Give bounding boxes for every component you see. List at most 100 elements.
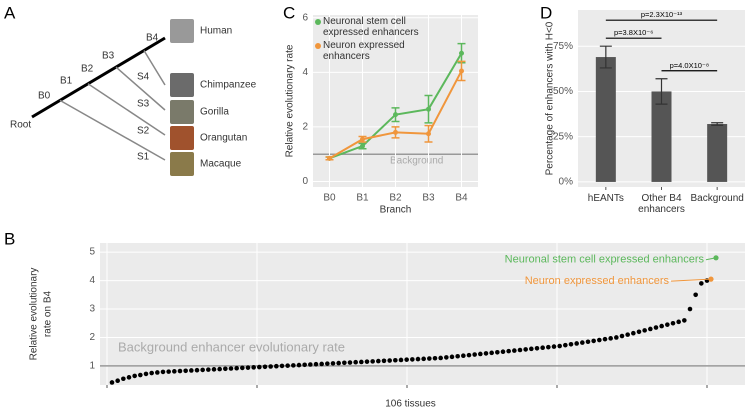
highlight-point xyxy=(708,276,714,282)
point xyxy=(495,349,500,355)
y-tick-label: 3 xyxy=(89,304,95,315)
point xyxy=(160,369,166,375)
y-tick-label: 25% xyxy=(553,131,573,142)
point xyxy=(415,356,421,362)
point xyxy=(223,366,228,372)
y-tick-label: 2 xyxy=(302,122,308,133)
point xyxy=(240,365,245,371)
reference-label: Background enhancer evolutionary rate xyxy=(118,339,345,354)
point xyxy=(376,358,381,364)
point xyxy=(206,367,211,372)
x-tick-label: Background xyxy=(690,193,744,204)
species-label: Orangutan xyxy=(200,133,247,144)
point xyxy=(359,359,364,365)
point xyxy=(648,326,653,332)
comparison-label: p=3.8X10⁻⁶ xyxy=(614,28,653,37)
species-photo xyxy=(170,73,194,97)
point xyxy=(296,362,302,368)
point xyxy=(404,357,409,362)
point xyxy=(665,322,670,327)
point xyxy=(574,341,579,346)
point xyxy=(529,346,534,352)
point xyxy=(557,343,562,349)
point xyxy=(109,380,115,385)
plot-background xyxy=(100,243,745,385)
highlight-point xyxy=(713,255,719,261)
side-branch-label: S1 xyxy=(137,152,150,163)
point xyxy=(676,319,681,325)
panel-label: B xyxy=(4,229,15,248)
bar xyxy=(595,57,616,182)
point xyxy=(132,373,137,379)
point xyxy=(308,362,313,367)
point xyxy=(466,352,472,358)
point xyxy=(257,364,262,370)
point xyxy=(410,357,415,362)
point xyxy=(563,342,568,348)
point xyxy=(659,323,664,329)
point xyxy=(426,131,431,137)
species-label: Gorilla xyxy=(200,107,229,118)
point xyxy=(183,368,188,374)
point xyxy=(631,330,636,336)
point xyxy=(523,347,528,352)
point xyxy=(279,363,285,369)
comparison-label: p=4.0X10⁻⁸ xyxy=(670,61,709,70)
y-axis-label: Relative evolutionary rate xyxy=(285,44,296,157)
x-tick-label: Other B4 enhancers xyxy=(638,193,685,215)
point xyxy=(421,356,426,362)
point xyxy=(682,318,687,323)
point xyxy=(149,370,154,376)
point xyxy=(449,354,455,360)
point xyxy=(398,357,404,363)
point xyxy=(506,348,511,354)
branch-label: B2 xyxy=(81,64,94,75)
point xyxy=(568,342,574,347)
point xyxy=(172,369,177,374)
species-label: Macaque xyxy=(200,159,242,170)
point xyxy=(291,363,296,368)
y-tick-label: 75% xyxy=(553,41,573,52)
point xyxy=(483,351,489,356)
branch-label: B3 xyxy=(102,51,115,62)
side-branch xyxy=(143,50,166,86)
panel-label: C xyxy=(283,3,295,22)
point xyxy=(189,368,194,373)
legend-label: Neuron expressed enhancers xyxy=(323,40,405,62)
highlight-connector xyxy=(670,278,712,282)
y-tick-label: 0 xyxy=(302,176,308,187)
point xyxy=(687,306,693,312)
point xyxy=(211,367,217,372)
point xyxy=(653,325,659,330)
bar xyxy=(651,91,672,182)
point xyxy=(285,363,290,368)
point xyxy=(619,333,625,339)
bar xyxy=(707,124,728,182)
point xyxy=(602,336,608,342)
point xyxy=(360,143,365,149)
y-tick-label: 4 xyxy=(89,275,95,286)
point xyxy=(143,371,149,377)
point xyxy=(636,329,642,335)
point xyxy=(319,361,324,367)
point xyxy=(426,106,431,112)
x-tick-label-box: Background xyxy=(690,193,744,204)
point xyxy=(302,362,307,368)
point xyxy=(585,339,591,345)
main-branch xyxy=(31,36,166,119)
point xyxy=(478,351,483,357)
side-branch-label: S2 xyxy=(137,126,150,137)
point xyxy=(387,358,392,363)
point xyxy=(364,359,370,364)
point xyxy=(693,292,698,298)
point xyxy=(591,338,596,344)
point xyxy=(262,364,268,370)
x-tick-label-box: Other B4 enhancers xyxy=(638,193,685,215)
y-tick-label: 5 xyxy=(89,247,95,258)
legend-label-box: Neuronal stem cell expressed enhancers xyxy=(323,16,419,38)
branch-label: B1 xyxy=(60,76,73,87)
point xyxy=(325,361,330,366)
point xyxy=(138,372,143,378)
point xyxy=(234,365,239,371)
point xyxy=(194,367,200,373)
